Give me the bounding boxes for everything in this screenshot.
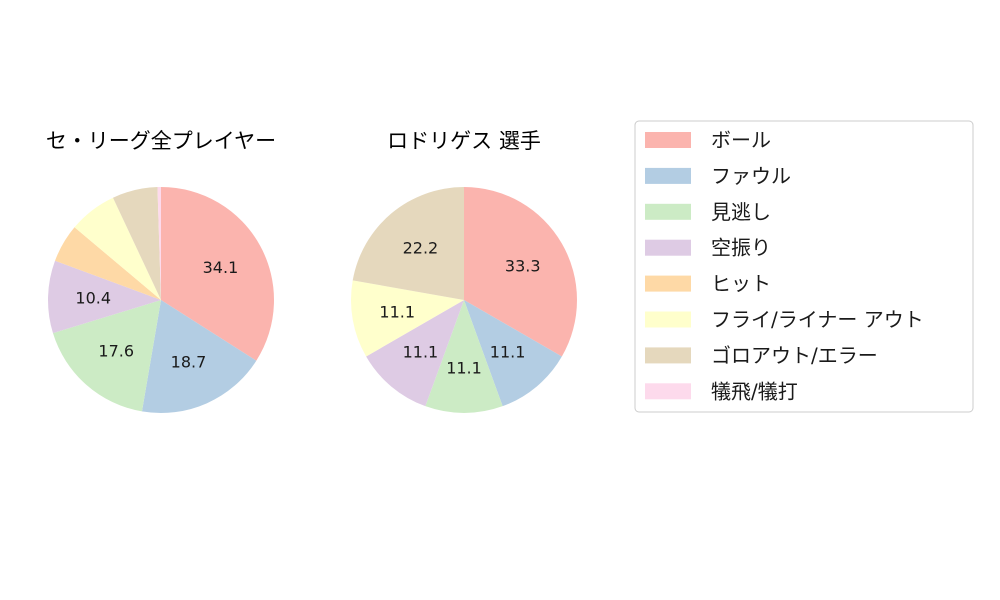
pie-slice-ボール	[464, 186, 577, 357]
pie-slice-フライ-ライナー-アウト	[74, 197, 161, 300]
pie-slice-空振り	[48, 260, 162, 334]
pie-title-player: ロドリゲス 選手	[387, 129, 541, 153]
pie-slice-見逃し	[425, 300, 503, 414]
legend-label: ボール	[711, 128, 771, 152]
legend-swatch	[645, 347, 691, 364]
legend-swatch	[645, 239, 691, 256]
pie-slice-ゴロアウト-エラー	[112, 187, 161, 300]
legend-label: 見逃し	[711, 200, 771, 224]
slice-value-label: 11.1	[490, 342, 526, 361]
legend-swatch	[645, 132, 691, 148]
pie-slice-ファウル	[464, 300, 562, 407]
legend-label: ファウル	[711, 164, 791, 188]
slice-value-label: 33.3	[505, 257, 541, 276]
legend-label: 犠飛/犠打	[711, 379, 798, 403]
pie-slice-ヒット	[55, 227, 161, 300]
slice-value-label: 18.7	[171, 352, 207, 371]
slice-value-label: 10.4	[75, 289, 111, 308]
slice-value-label: 34.1	[203, 258, 239, 277]
slice-value-label: 11.1	[403, 342, 439, 361]
legend-swatch	[645, 275, 691, 292]
pie-league-all-players: セ・リーグ全プレイヤー 34.1 18.7 17.6 10.4	[46, 129, 276, 413]
pie-slice-ボール	[161, 187, 274, 361]
slice-value-label: 17.6	[98, 341, 134, 360]
pie-slice-ゴロアウト-エラー	[352, 187, 464, 300]
legend-swatch	[645, 203, 691, 220]
pie-slice-空振り	[366, 300, 464, 407]
legend-label: ヒット	[711, 272, 771, 296]
legend-label: 空振り	[711, 236, 771, 260]
pie-title-league: セ・リーグ全プレイヤー	[46, 129, 276, 153]
pie-slice-ファウル	[141, 300, 257, 413]
legend-swatch	[645, 167, 691, 184]
legend-swatch	[645, 383, 691, 400]
pie-slice-見逃し	[52, 300, 161, 412]
slice-value-label: 11.1	[446, 358, 482, 377]
slice-value-label: 22.2	[403, 239, 439, 258]
slice-value-label: 11.1	[379, 302, 415, 321]
pie-rodriguez: ロドリゲス 選手 33.3 11.1 11.1 11.1 11.1 22.2	[351, 129, 577, 414]
legend-swatch	[645, 311, 691, 328]
legend-label: ゴロアウト/エラー	[711, 343, 878, 367]
pie-slice-フライ-ライナー-アウト	[351, 280, 464, 357]
legend-label: フライ/ライナー アウト	[711, 308, 924, 332]
pie-slice-犠飛-犠打	[157, 187, 161, 300]
legend-frame	[634, 120, 974, 413]
